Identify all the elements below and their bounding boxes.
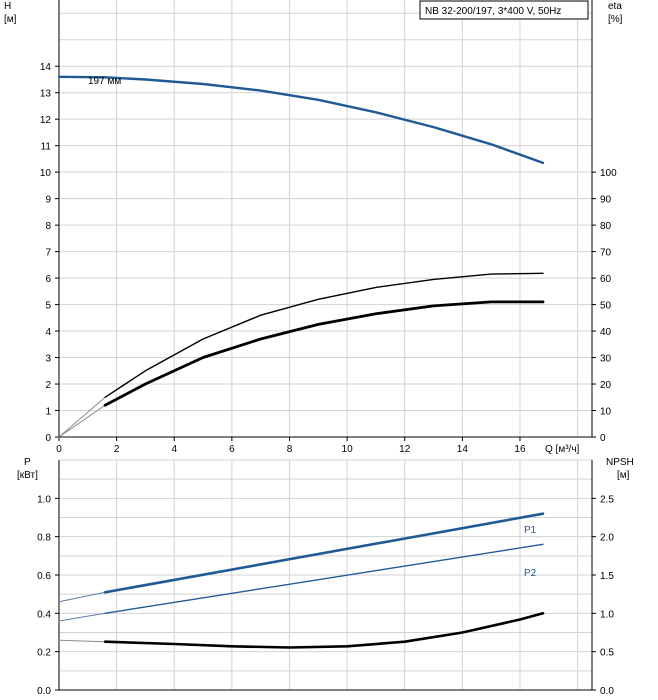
power-tick-label: 0.4 [37, 609, 51, 620]
left-tick-label: 10 [40, 168, 52, 179]
text-layer: NB 32-200/197, 3*400 V, 50Hz H [м] eta [… [4, 0, 634, 697]
npsh-curve [103, 611, 545, 649]
right-tick-label: 50 [600, 301, 612, 312]
right-tick-label: 0 [600, 433, 606, 444]
chart-title: NB 32-200/197, 3*400 V, 50Hz [425, 6, 561, 17]
left-tick-label: 7 [45, 248, 51, 259]
power-curve-p1 [103, 512, 545, 594]
right-tick-label: 100 [600, 168, 617, 179]
left-tick-label: 8 [45, 221, 51, 232]
npsh-tick-label: 0.0 [600, 686, 614, 697]
right-axis-label-top: eta [608, 1, 622, 12]
extrapolation-line [58, 591, 106, 603]
x-axis-label: Q [м³/ч] [545, 444, 580, 455]
npsh-tick-label: 1.0 [600, 609, 614, 620]
right-tick-label: 90 [600, 195, 612, 206]
chart-title-box [419, 0, 589, 20]
power-tick-label: 0.8 [37, 533, 51, 544]
power-curve-p2 [104, 543, 544, 614]
x-tick-label: 2 [114, 444, 120, 455]
npsh-tick-label: 0.5 [600, 648, 614, 659]
power-axis-label-bottom: [кВт] [17, 470, 38, 481]
left-tick-label: 13 [40, 89, 52, 100]
x-tick-label: 6 [229, 444, 235, 455]
x-tick-label: 0 [56, 444, 62, 455]
series-label-p1: P1 [524, 525, 537, 536]
head-curve-197 [57, 75, 545, 165]
power-axis-label-top: P [24, 457, 31, 468]
right-tick-label: 20 [600, 380, 612, 391]
series-layer [57, 75, 545, 649]
efficiency-curve-thick [103, 300, 545, 407]
left-tick-label: 6 [45, 274, 51, 285]
extrapolation-line [58, 396, 106, 438]
right-tick-label: 40 [600, 327, 612, 338]
x-tick-label: 8 [287, 444, 293, 455]
curve-label-197: 197 мм [88, 76, 121, 87]
left-tick-label: 2 [45, 380, 51, 391]
left-tick-label: 14 [40, 62, 52, 73]
npsh-axis-label-bottom: [м] [617, 470, 630, 481]
extrapolation-line [58, 639, 106, 643]
power-tick-label: 0.2 [37, 648, 51, 659]
left-tick-label: 9 [45, 195, 51, 206]
left-tick-label: 5 [45, 301, 51, 312]
left-tick-label: 3 [45, 354, 51, 365]
power-tick-label: 0.6 [37, 571, 51, 582]
left-axis-label-bottom: [м] [4, 14, 17, 25]
left-tick-label: 1 [45, 407, 51, 418]
left-tick-label: 12 [40, 115, 52, 126]
left-axis-label-top: H [4, 1, 11, 12]
series-label-p2: P2 [524, 568, 537, 579]
left-tick-label: 0 [45, 433, 51, 444]
x-tick-label: 14 [457, 444, 469, 455]
npsh-tick-label: 2.5 [600, 494, 614, 505]
right-tick-label: 10 [600, 407, 612, 418]
efficiency-curve-thin [104, 272, 544, 398]
extrapolation-line [58, 612, 106, 622]
axes-layer [55, 0, 596, 691]
x-tick-label: 12 [399, 444, 411, 455]
left-tick-label: 11 [41, 142, 52, 153]
left-tick-label: 4 [45, 327, 51, 338]
right-axis-label-bottom: [%] [608, 14, 623, 25]
power-tick-label: 1.0 [37, 494, 51, 505]
power-tick-label: 0.0 [37, 686, 51, 697]
x-tick-label: 16 [514, 444, 526, 455]
grid-layer [58, 0, 592, 691]
npsh-tick-label: 2.0 [600, 533, 614, 544]
npsh-tick-label: 1.5 [600, 571, 614, 582]
extrapolation-line [58, 404, 106, 438]
right-tick-label: 60 [600, 274, 612, 285]
npsh-axis-label-top: NPSH [606, 457, 634, 468]
x-tick-label: 10 [342, 444, 354, 455]
right-tick-label: 70 [600, 248, 612, 259]
right-tick-label: 30 [600, 354, 612, 365]
right-tick-label: 80 [600, 221, 612, 232]
x-tick-label: 4 [171, 444, 177, 455]
